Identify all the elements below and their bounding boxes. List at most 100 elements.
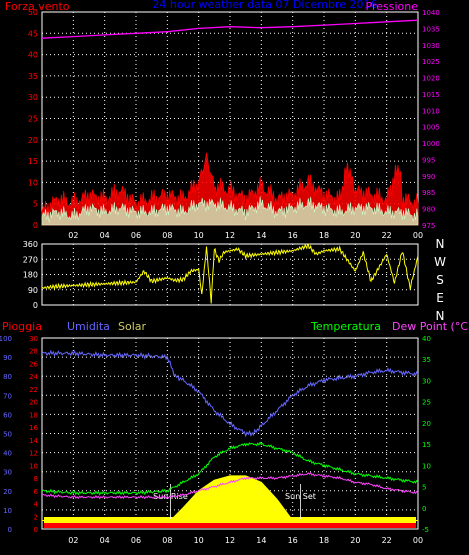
- weather-panel-xtick-22: 22: [382, 536, 392, 545]
- humidity-ytick-60: 60: [3, 411, 12, 419]
- humidity-ytick-40: 40: [3, 450, 12, 458]
- wind-panel-xtick-04: 04: [100, 231, 110, 240]
- rain-ytick-24: 24: [29, 373, 38, 381]
- direction-letters: N W S E N: [434, 237, 446, 323]
- rain-ytick-0: 0: [34, 526, 38, 534]
- temperature-ytick-35: 35: [422, 356, 431, 364]
- rain-ytick-6: 6: [34, 488, 39, 496]
- rain-ytick-20: 20: [29, 399, 38, 407]
- humidity-ytick-50: 50: [3, 431, 12, 439]
- humidity-ytick-30: 30: [3, 469, 12, 477]
- wind-force-label: Forza vento: [5, 0, 70, 13]
- pressure-ytick-1015: 1015: [422, 91, 440, 99]
- temperature-ytick-10: 10: [422, 462, 431, 470]
- temperature-ytick-0: 0: [422, 505, 426, 513]
- weather-panel-xtick-00: 00: [413, 536, 423, 545]
- rain-ytick-2: 2: [34, 513, 38, 521]
- wind-ytick-40: 40: [28, 51, 38, 60]
- pressure-ytick-980: 980: [422, 206, 435, 214]
- rain-ytick-12: 12: [29, 450, 38, 458]
- humidity-ytick-10: 10: [3, 507, 12, 515]
- wind-panel-xtick-12: 12: [225, 231, 235, 240]
- rain-ytick-28: 28: [29, 348, 38, 356]
- temperature-ytick-40: 40: [422, 335, 431, 343]
- rain-bar: [44, 521, 416, 528]
- sunset-label: Sun Set: [285, 492, 316, 501]
- pressure-ytick-975: 975: [422, 222, 435, 230]
- wind-panel-xtick-02: 02: [68, 231, 78, 240]
- weather-panel-xtick-10: 10: [194, 536, 204, 545]
- wind-ytick-15: 15: [28, 157, 38, 166]
- humidity-label: Umidita: [67, 320, 110, 333]
- weather-panel-xtick-20: 20: [350, 536, 360, 545]
- humidity-ytick-80: 80: [3, 373, 12, 381]
- temperature-label: Temperatura: [310, 320, 381, 333]
- pressure-line: [41, 19, 419, 39]
- weather-panel-xtick-08: 08: [162, 536, 172, 545]
- rain-ytick-26: 26: [29, 360, 38, 368]
- temperature-ytick-30: 30: [422, 377, 431, 385]
- rain-ytick-22: 22: [29, 386, 38, 394]
- solar-area: [41, 475, 419, 522]
- charts-layer: 0510152025303540455097598098599099510001…: [0, 8, 440, 545]
- wind-panel-xtick-00: 00: [413, 231, 423, 240]
- humidity-ytick-90: 90: [3, 354, 12, 362]
- weather-panel-xtick-02: 02: [68, 536, 78, 545]
- rain-ytick-4: 4: [34, 501, 39, 509]
- wind-ytick-20: 20: [28, 136, 38, 145]
- rain-ytick-18: 18: [29, 411, 38, 419]
- wind-panel-xtick-06: 06: [131, 231, 141, 240]
- wind-panel-xtick-08: 08: [162, 231, 172, 240]
- dewpoint-label: Dew Point (°C): [392, 320, 469, 333]
- direction-ytick-180: 180: [23, 271, 38, 280]
- pressure-ytick-1025: 1025: [422, 58, 440, 66]
- direction-ytick-0: 0: [33, 301, 38, 310]
- wind-ytick-25: 25: [28, 115, 38, 124]
- wind-ytick-5: 5: [33, 200, 38, 209]
- temperature-ytick-5: 5: [422, 484, 426, 492]
- pressure-ytick-990: 990: [422, 173, 435, 181]
- dir-w: W: [434, 255, 446, 269]
- rain-ytick-30: 30: [29, 335, 38, 343]
- pressure-ytick-1005: 1005: [422, 124, 440, 132]
- wind-direction-line: [41, 243, 419, 304]
- wind-ytick-0: 0: [33, 221, 38, 230]
- rain-ytick-14: 14: [29, 437, 38, 445]
- humidity-ytick-0: 0: [8, 526, 12, 534]
- humidity-ytick-100: 100: [0, 335, 12, 343]
- humidity-line: [41, 349, 419, 438]
- rain-ytick-10: 10: [29, 462, 38, 470]
- dewpoint-line: [41, 472, 419, 500]
- weather-panel-xtick-06: 06: [131, 536, 141, 545]
- wind-avg-area: [41, 196, 419, 226]
- wind-ytick-30: 30: [28, 93, 38, 102]
- pressure-ytick-1000: 1000: [422, 140, 440, 148]
- temperature-ytick-20: 20: [422, 420, 431, 428]
- temperature-ytick-15: 15: [422, 441, 431, 449]
- wind-ytick-10: 10: [28, 178, 38, 187]
- humidity-ytick-70: 70: [3, 392, 12, 400]
- dir-s: S: [436, 273, 444, 287]
- dir-n-bottom: N: [436, 309, 445, 323]
- wind-panel-xtick-10: 10: [194, 231, 204, 240]
- weather-panel-xtick-16: 16: [288, 536, 298, 545]
- pressure-ytick-1030: 1030: [422, 42, 440, 50]
- wind-panel-xtick-22: 22: [382, 231, 392, 240]
- temperature-line: [41, 441, 419, 496]
- weather-panel-xtick-04: 04: [100, 536, 110, 545]
- weather-panel-xtick-14: 14: [256, 536, 266, 545]
- wind-ytick-45: 45: [28, 29, 38, 38]
- weather-panel-xtick-12: 12: [225, 536, 235, 545]
- rain-label: Pioggia: [2, 320, 42, 333]
- temperature-ytick--5: -5: [422, 526, 429, 534]
- wind-panel-xtick-16: 16: [288, 231, 298, 240]
- pressure-label: Pressione: [366, 0, 419, 13]
- wind-ytick-35: 35: [28, 72, 38, 81]
- pressure-ytick-1040: 1040: [422, 9, 440, 17]
- direction-ytick-270: 270: [23, 255, 38, 264]
- direction-ytick-90: 90: [28, 286, 38, 295]
- pressure-ytick-995: 995: [422, 156, 435, 164]
- pressure-ytick-1020: 1020: [422, 75, 440, 83]
- chart-title: 24 hour weather data 07 Dicembre 2016: [152, 0, 377, 11]
